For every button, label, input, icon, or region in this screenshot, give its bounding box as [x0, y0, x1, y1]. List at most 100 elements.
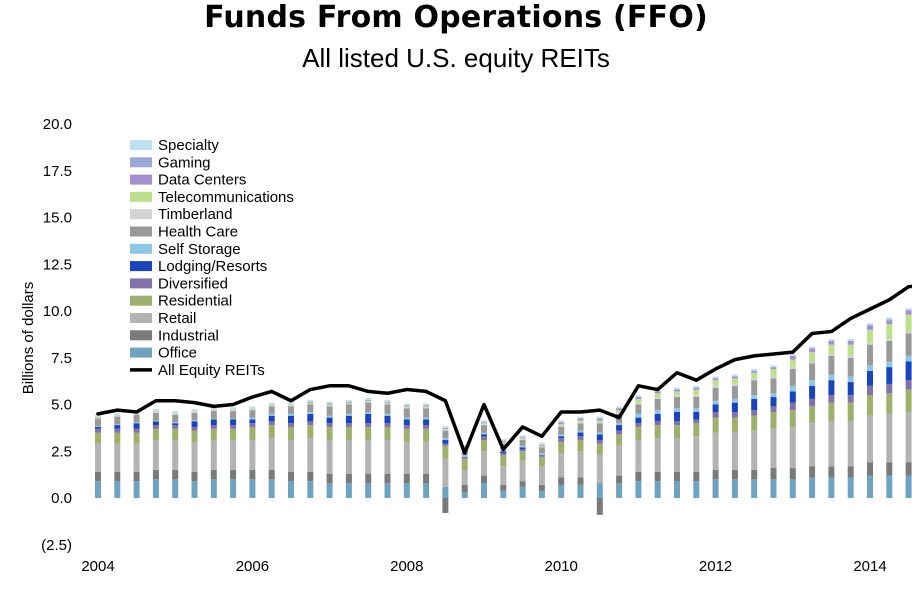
legend-label: Telecommunications — [158, 189, 294, 206]
bar-segment — [365, 402, 372, 412]
bar-segment — [789, 368, 796, 386]
bar-segment — [326, 423, 333, 427]
bar-segment — [731, 378, 738, 384]
bar-segment — [191, 409, 198, 412]
bar-segment — [461, 492, 468, 498]
bar-segment — [616, 434, 623, 446]
bar-segment — [345, 483, 352, 498]
bar-segment — [481, 420, 487, 423]
bar-segment — [886, 393, 893, 414]
bar-segment — [442, 429, 449, 431]
bar-segment — [95, 428, 101, 433]
bar-segment — [847, 421, 854, 467]
bar-segment — [288, 423, 294, 427]
y-tick-label: 5.0 — [51, 397, 72, 414]
bar-segment — [577, 430, 584, 433]
bar-segment — [307, 411, 314, 414]
bar-segment — [886, 324, 893, 340]
bar-segment — [230, 425, 237, 429]
bar-segment — [635, 423, 642, 427]
bar-segment — [442, 486, 449, 498]
legend-label: Data Centers — [158, 172, 246, 189]
bar-segment — [442, 427, 449, 429]
bar-segment — [519, 445, 526, 448]
bar-segment — [558, 434, 565, 437]
bar-segment — [210, 409, 217, 411]
y-tick-label: 20.0 — [43, 116, 72, 133]
bar-segment — [152, 411, 159, 413]
bar-segment — [847, 477, 854, 498]
bar-segment — [519, 486, 526, 498]
bar-segment — [751, 372, 758, 379]
bar-segment — [886, 361, 893, 368]
bar-segment — [635, 426, 642, 441]
bar-segment — [326, 440, 333, 474]
bar-segment — [731, 374, 738, 377]
bar-segment — [249, 410, 256, 418]
bar-segment — [905, 331, 912, 334]
bar-segment — [712, 385, 719, 388]
bar-segment — [230, 409, 237, 411]
bar-segment — [828, 374, 835, 381]
bar-segment — [481, 451, 487, 476]
bar-segment — [191, 421, 198, 427]
bar-segment — [210, 411, 217, 419]
series-line-all-equity-reits — [96, 284, 912, 455]
bar-segment — [538, 447, 545, 454]
bar-segment — [403, 406, 410, 408]
bar-segment — [538, 484, 545, 491]
bar-segment — [558, 441, 565, 454]
bar-segment — [635, 413, 642, 418]
bar-segment — [789, 479, 796, 498]
bar-segment — [423, 428, 430, 442]
bar-segment — [345, 403, 352, 405]
bar-segment — [95, 418, 101, 426]
bar-segment — [403, 441, 410, 474]
bar-segment — [577, 432, 584, 437]
bar-segment — [809, 380, 816, 386]
bar-segment — [442, 498, 449, 513]
bar-segment — [693, 397, 700, 409]
bar-segment — [674, 397, 680, 409]
bar-segment — [809, 346, 816, 349]
bar-segment — [423, 405, 430, 407]
bar-segment — [384, 403, 391, 405]
bar-segment — [307, 438, 314, 472]
bar-segment — [635, 397, 642, 399]
bar-segment — [461, 458, 468, 470]
bar-segment — [268, 415, 275, 422]
bar-segment — [249, 406, 256, 409]
bar-segment — [268, 405, 275, 407]
bar-segment — [210, 425, 217, 429]
bar-segment — [442, 438, 449, 441]
bar-segment — [423, 417, 430, 420]
bar-segment — [712, 411, 719, 418]
bar-segment — [423, 419, 430, 426]
bar-segment — [114, 443, 121, 472]
bar-segment — [712, 479, 719, 498]
bar-segment — [268, 479, 275, 498]
bar-segment — [133, 423, 140, 429]
y-tick-label: 12.5 — [43, 256, 72, 273]
bar-segment — [558, 477, 565, 485]
bar-segment — [731, 479, 738, 498]
bar-segment — [442, 443, 449, 446]
bar-segment — [596, 434, 603, 441]
bar-segment — [230, 428, 237, 441]
bar-segment — [867, 329, 873, 343]
legend-label: Residential — [158, 293, 232, 310]
bar-segment — [789, 426, 796, 469]
bar-segment — [461, 484, 468, 493]
bar-segment — [114, 414, 121, 416]
bar-segment — [577, 418, 584, 421]
bar-segment — [95, 414, 101, 417]
bar-segment — [384, 401, 391, 403]
bar-segment — [654, 393, 661, 398]
bar-segment — [616, 425, 623, 431]
bar-segment — [770, 479, 777, 498]
bar-segment — [326, 426, 333, 441]
bar-segment — [172, 414, 179, 423]
bar-segment — [114, 415, 121, 417]
bar-segment — [172, 469, 179, 480]
